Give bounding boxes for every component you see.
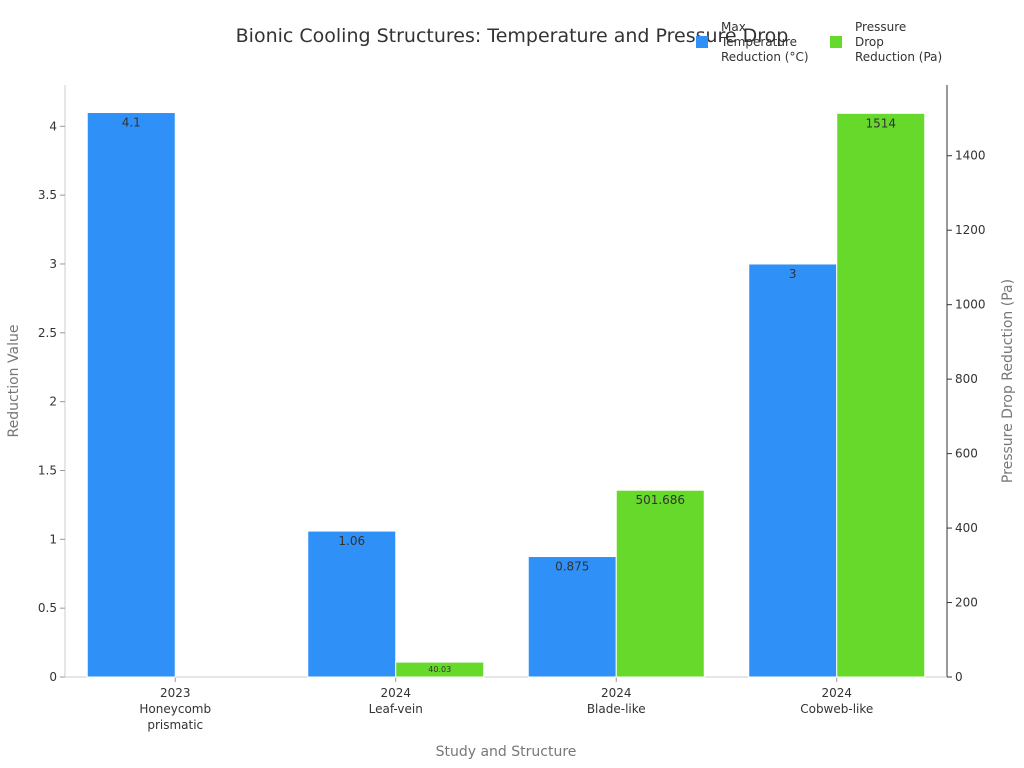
y-axis-title: Reduction Value — [6, 325, 22, 438]
x-tick-label: 2024 — [821, 686, 852, 700]
x-tick-label: Cobweb-like — [800, 702, 873, 716]
y2-tick-label: 0 — [955, 670, 963, 684]
y-tick-label: 4 — [49, 119, 57, 133]
x-tick-label: prismatic — [147, 718, 203, 732]
x-tick-label: Leaf-vein — [369, 702, 423, 716]
y-tick-label: 3.5 — [38, 188, 57, 202]
y-tick-label: 1.5 — [38, 463, 57, 477]
y2-tick-label: 1200 — [955, 223, 986, 237]
x-tick-label: Honeycomb — [139, 702, 211, 716]
y2-tick-label: 1000 — [955, 298, 986, 312]
y-tick-label: 2 — [49, 395, 57, 409]
legend-label: Pressure — [855, 20, 906, 34]
y2-tick-label: 600 — [955, 447, 978, 461]
bar-temperature — [527, 556, 617, 678]
bar-temperature — [307, 530, 397, 678]
y-tick-label: 3 — [49, 257, 57, 271]
x-tick-label: 2024 — [380, 686, 411, 700]
chart-title: Bionic Cooling Structures: Temperature a… — [236, 25, 789, 47]
legend-label: Drop — [855, 35, 884, 49]
y2-tick-label: 800 — [955, 372, 978, 386]
y-tick-label: 0.5 — [38, 601, 57, 615]
data-label: 1.06 — [338, 534, 365, 548]
x-axis-title: Study and Structure — [436, 744, 577, 760]
y-tick-label: 0 — [49, 670, 57, 684]
bar-pressure — [615, 489, 705, 678]
legend-label: Reduction (Pa) — [855, 50, 942, 64]
bar-pressure — [836, 112, 926, 678]
x-tick-label: Blade-like — [587, 702, 646, 716]
legend-label: Reduction (°C) — [721, 50, 809, 64]
data-label: 40.03 — [428, 665, 451, 674]
data-label: 1514 — [865, 116, 896, 130]
data-label: 4.1 — [122, 116, 141, 130]
bar-temperature — [748, 263, 838, 678]
bar-temperature — [86, 112, 176, 678]
y2-axis-title: Pressure Drop Reduction (Pa) — [1000, 279, 1016, 483]
data-label: 501.686 — [635, 493, 685, 507]
data-label: 0.875 — [555, 560, 589, 574]
data-label: 3 — [789, 267, 797, 281]
bar-pressure — [395, 661, 485, 678]
x-tick-label: 2023 — [160, 686, 191, 700]
legend-swatch-pressure — [830, 36, 842, 48]
y-tick-label: 1 — [49, 532, 57, 546]
legend-label: Max — [721, 20, 746, 34]
legend-label: Temperature — [720, 35, 797, 49]
x-tick-label: 2024 — [601, 686, 632, 700]
y2-tick-label: 400 — [955, 521, 978, 535]
y2-tick-label: 200 — [955, 596, 978, 610]
legend-swatch-temperature — [696, 36, 708, 48]
y2-tick-label: 1400 — [955, 149, 986, 163]
y-tick-label: 2.5 — [38, 326, 57, 340]
